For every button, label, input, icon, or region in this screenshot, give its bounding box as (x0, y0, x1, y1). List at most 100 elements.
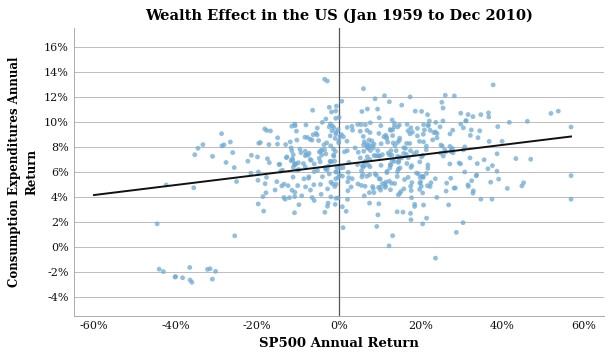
Point (456, 161, 466, 167)
Point (403, 128, 413, 134)
Point (300, 148, 310, 154)
Point (288, 156, 297, 161)
Point (415, 180, 425, 186)
Point (359, 193, 369, 199)
Point (288, 164, 298, 170)
Point (152, 221, 162, 227)
Point (472, 161, 482, 166)
Point (353, 181, 363, 187)
Point (388, 133, 398, 139)
Point (334, 138, 344, 144)
Point (299, 161, 308, 166)
Point (432, 135, 442, 141)
Point (309, 182, 319, 188)
Point (312, 132, 322, 138)
Point (483, 166, 493, 171)
Point (424, 122, 433, 127)
Point (419, 131, 428, 137)
Point (412, 125, 422, 131)
Point (314, 138, 324, 144)
Point (444, 202, 453, 208)
Point (346, 184, 356, 190)
Point (420, 127, 430, 133)
Point (356, 183, 366, 188)
Point (159, 269, 168, 275)
Point (270, 187, 280, 193)
Point (448, 150, 458, 156)
Point (338, 134, 348, 140)
Point (367, 138, 376, 144)
Point (319, 76, 329, 82)
Point (393, 140, 403, 145)
Point (526, 156, 536, 162)
Point (429, 130, 439, 135)
Point (373, 153, 382, 159)
Point (381, 134, 391, 140)
Point (436, 142, 446, 148)
Point (449, 185, 459, 191)
Point (389, 159, 399, 164)
Point (290, 194, 300, 199)
Point (280, 196, 290, 202)
Point (294, 160, 304, 166)
Point (435, 124, 445, 130)
Point (356, 122, 366, 127)
Point (290, 189, 300, 195)
Point (247, 153, 256, 158)
Point (454, 160, 464, 166)
Point (399, 145, 409, 151)
Point (295, 146, 305, 152)
Point (365, 190, 375, 195)
Point (369, 141, 379, 147)
Point (329, 146, 338, 152)
Point (441, 92, 450, 98)
Point (468, 114, 478, 120)
Point (383, 150, 393, 156)
Point (388, 233, 398, 238)
Point (333, 195, 343, 201)
Point (414, 139, 424, 144)
Point (342, 138, 352, 144)
Point (423, 162, 433, 168)
Point (330, 158, 340, 164)
Point (154, 266, 164, 272)
Point (287, 148, 297, 154)
Point (394, 166, 403, 172)
Point (492, 168, 502, 174)
Point (394, 192, 403, 198)
Point (393, 124, 403, 130)
Point (492, 151, 502, 157)
Point (461, 118, 471, 124)
Point (288, 158, 297, 163)
Point (391, 148, 401, 154)
Point (437, 100, 447, 105)
Point (406, 148, 416, 154)
Point (417, 108, 427, 114)
Point (483, 110, 493, 116)
Point (357, 168, 367, 174)
Point (397, 155, 406, 161)
Point (304, 174, 314, 180)
Point (217, 143, 227, 149)
Point (397, 102, 406, 108)
Point (360, 159, 370, 165)
Point (321, 116, 330, 122)
Point (326, 121, 335, 127)
Point (327, 128, 337, 134)
Point (438, 143, 447, 149)
Point (221, 160, 231, 165)
Point (386, 162, 395, 168)
Point (385, 152, 395, 158)
Point (381, 185, 390, 190)
Point (463, 182, 473, 188)
Point (504, 120, 514, 125)
Point (395, 165, 405, 171)
Point (423, 112, 433, 117)
Point (411, 108, 420, 114)
Point (348, 127, 357, 133)
Point (466, 132, 476, 138)
Point (400, 177, 409, 183)
Point (388, 127, 398, 133)
Point (566, 196, 576, 202)
Point (330, 184, 340, 189)
